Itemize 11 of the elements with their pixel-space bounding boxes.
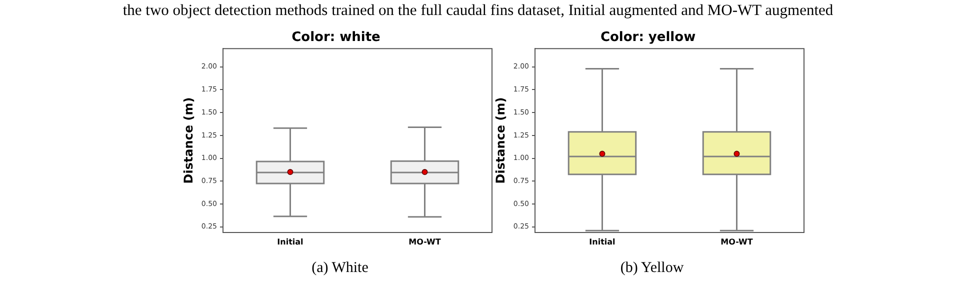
text: (b) Yellow	[619, 260, 685, 277]
x-tick-label: Initial	[277, 237, 304, 246]
x-tick-label: MO-WT	[408, 237, 442, 246]
y-axis-title: Distance (m)	[493, 97, 508, 184]
y-axis-title: Distance (m)	[181, 97, 196, 184]
x-tick-label: Initial	[589, 237, 616, 246]
chart-title: Color: yellow	[600, 30, 696, 46]
chart-title: Color: white	[292, 30, 381, 46]
x-tick-label: MO-WT	[720, 237, 754, 246]
text: the two object detection methods trained on the full caudal fins dataset, Initial augmented and MO-WT augmented	[122, 2, 834, 20]
text: (a) White	[310, 260, 370, 277]
